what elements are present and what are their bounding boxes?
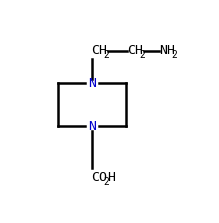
- Text: NH: NH: [159, 44, 175, 57]
- Text: 2: 2: [103, 50, 109, 60]
- Text: CH: CH: [91, 44, 107, 57]
- Text: 2: 2: [171, 50, 177, 60]
- Text: N: N: [88, 120, 96, 133]
- Text: 2: 2: [103, 177, 109, 187]
- Text: 2: 2: [139, 50, 145, 60]
- Text: N: N: [88, 77, 96, 90]
- Text: CO: CO: [91, 171, 107, 184]
- Text: H: H: [107, 171, 115, 184]
- Text: CH: CH: [127, 44, 143, 57]
